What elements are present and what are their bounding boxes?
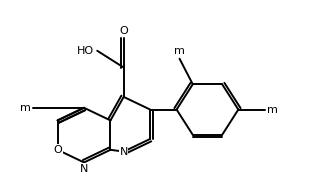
Text: O: O xyxy=(119,26,128,36)
Text: m: m xyxy=(174,46,185,56)
Text: N: N xyxy=(80,164,88,174)
Text: m: m xyxy=(20,103,31,113)
Text: O: O xyxy=(53,145,62,155)
Text: m: m xyxy=(267,105,278,115)
Text: N: N xyxy=(119,147,128,157)
Text: HO: HO xyxy=(77,46,94,56)
